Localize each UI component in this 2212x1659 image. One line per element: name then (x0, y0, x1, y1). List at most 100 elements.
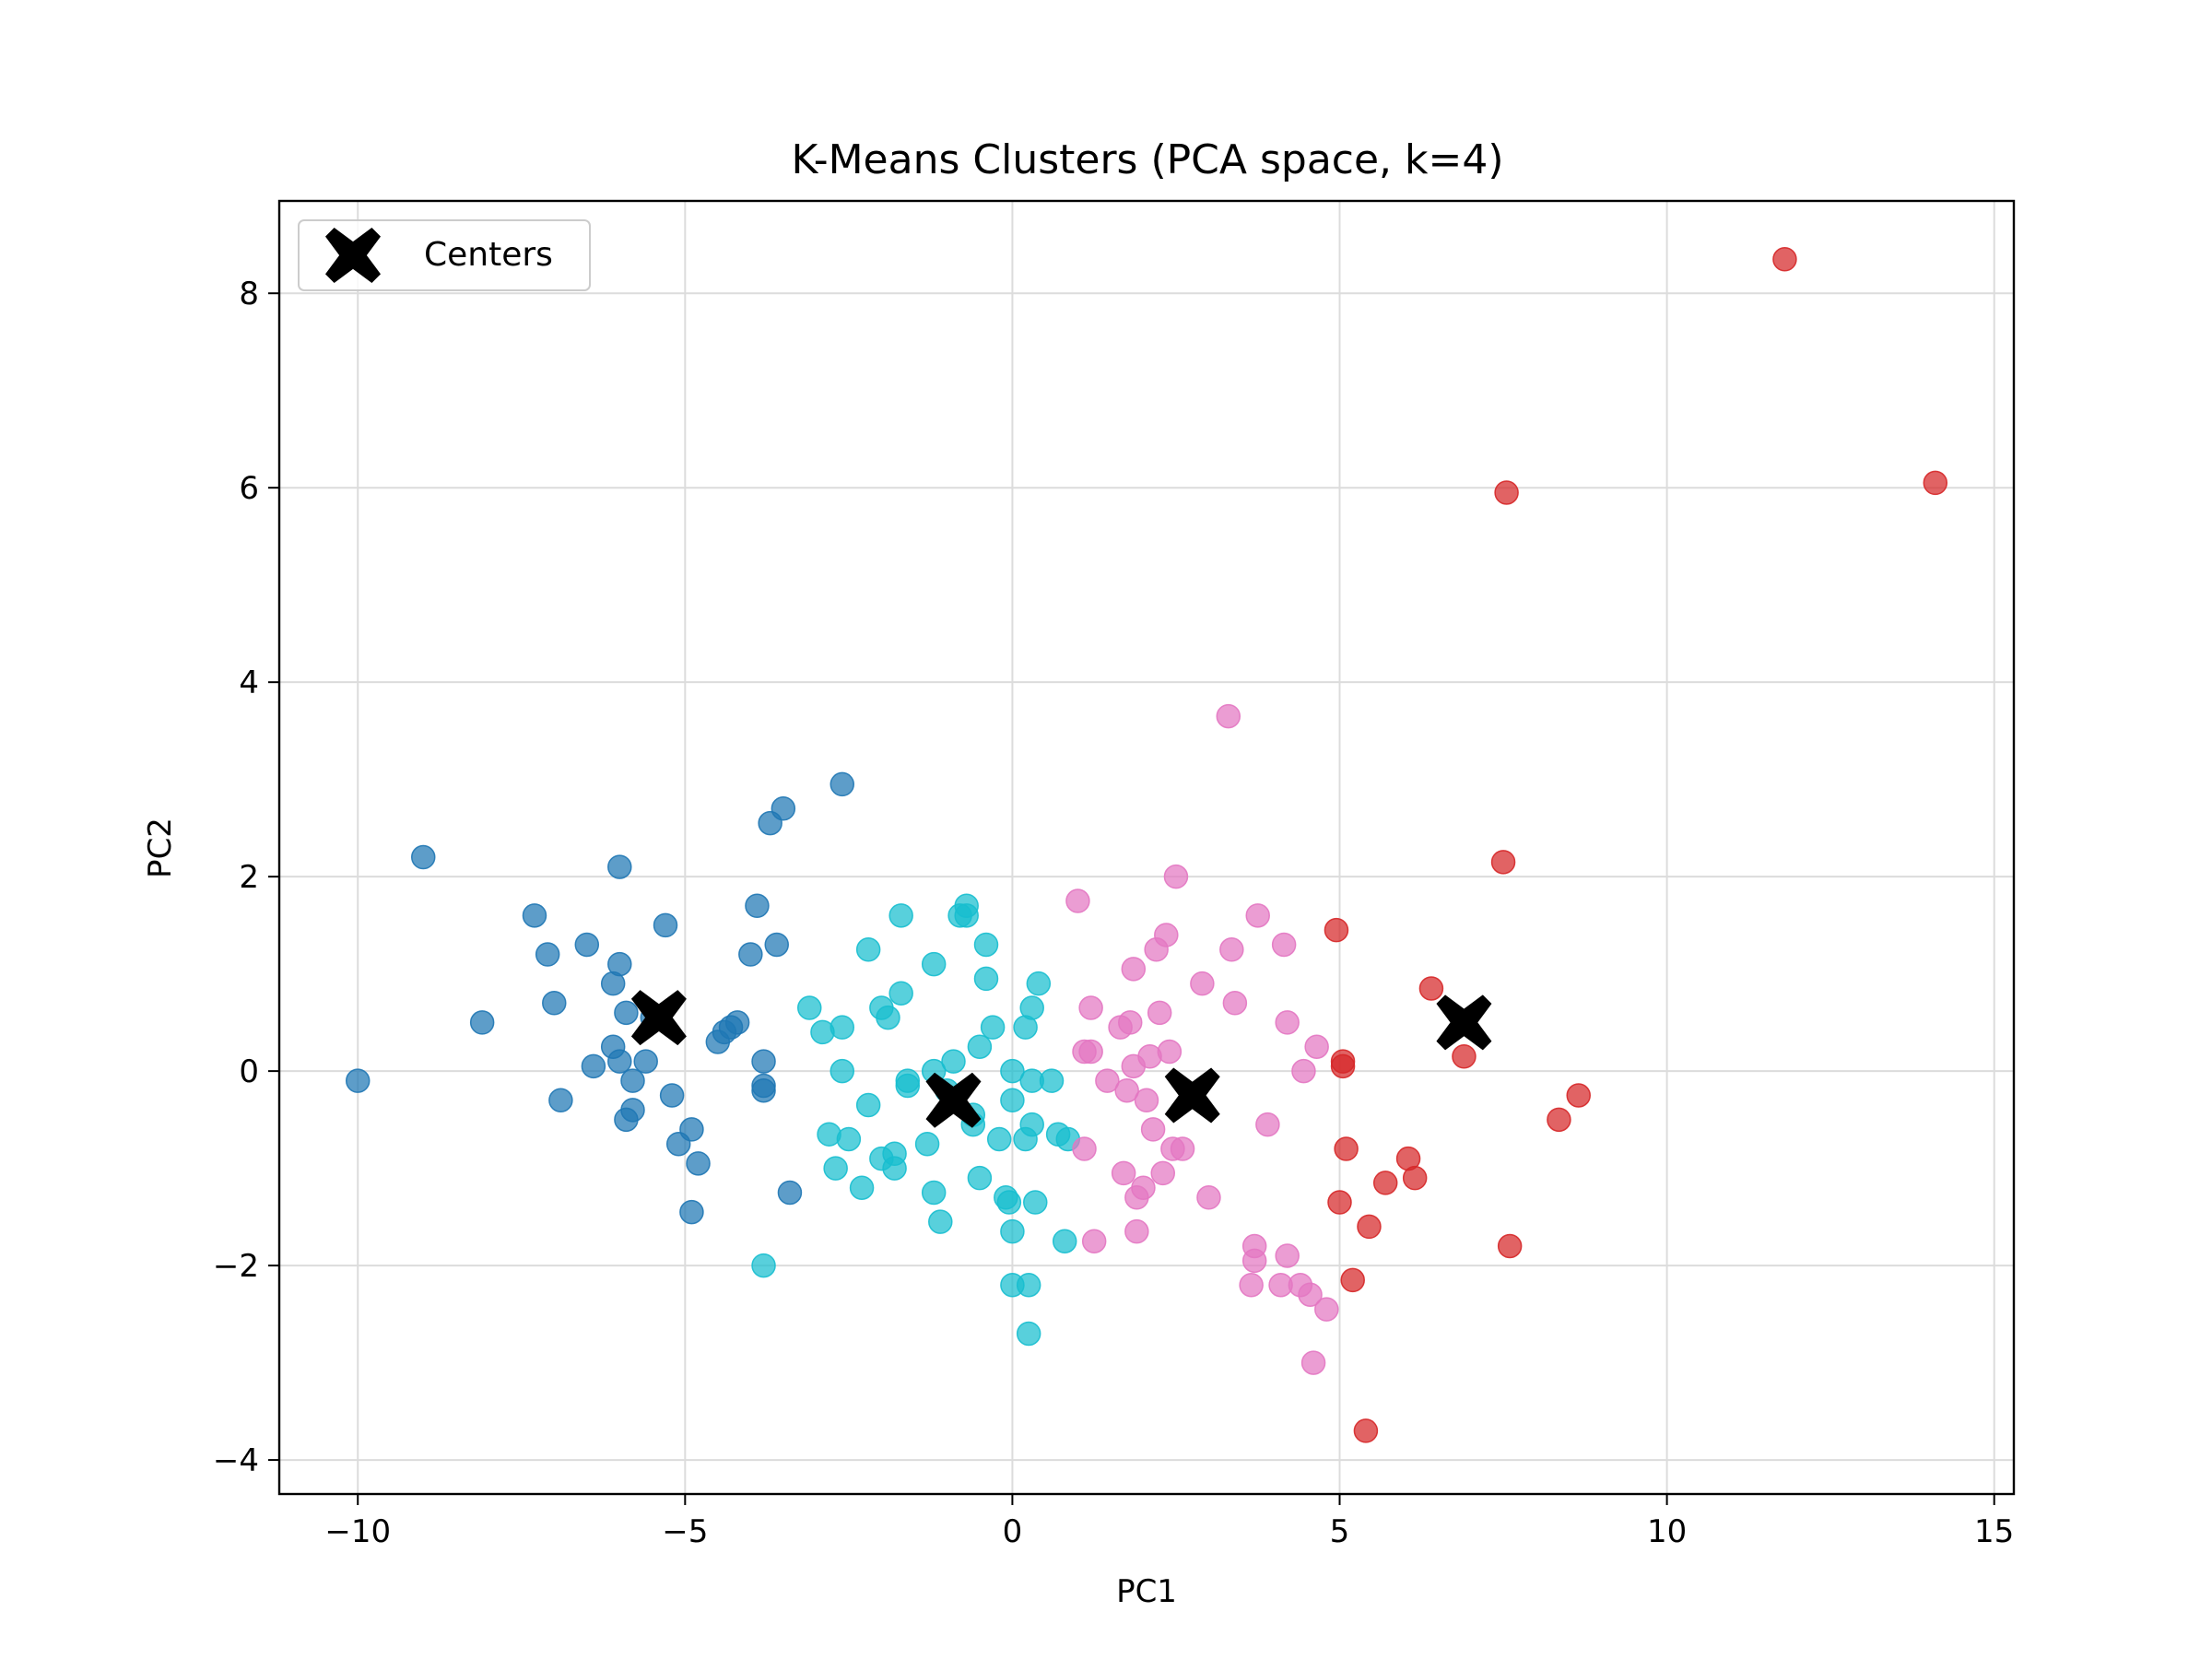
point-cluster-2 (1150, 1160, 1176, 1186)
point-cluster-1 (914, 1131, 940, 1157)
x-tick-label: 15 (1974, 1513, 2014, 1550)
point-cluster-2 (1219, 937, 1244, 962)
point-cluster-0 (542, 991, 567, 1016)
point-cluster-1 (954, 893, 979, 919)
plot-area-frame (277, 199, 2016, 1496)
cluster-center-marker (1164, 1067, 1220, 1124)
point-cluster-3 (1497, 1233, 1523, 1259)
point-cluster-3 (1418, 976, 1444, 1001)
point-cluster-3 (1327, 1190, 1352, 1215)
point-cluster-2 (1154, 923, 1179, 947)
legend-x-marker (325, 228, 381, 283)
point-cluster-0 (659, 1083, 685, 1108)
point-cluster-1 (1023, 1190, 1048, 1215)
point-cluster-3 (1923, 470, 1948, 496)
point-cluster-3 (1372, 1171, 1398, 1195)
point-cluster-3 (1330, 1053, 1356, 1079)
legend-label-centers: Centers (424, 236, 553, 274)
point-cluster-1 (928, 1209, 953, 1234)
point-cluster-2 (1190, 971, 1215, 996)
point-cluster-1 (888, 981, 913, 1006)
point-cluster-3 (1452, 1044, 1477, 1069)
point-cluster-3 (1566, 1083, 1591, 1108)
point-cluster-0 (620, 1068, 645, 1093)
y-tick-label: 6 (239, 470, 259, 507)
point-cluster-1 (1000, 1218, 1025, 1244)
point-cluster-2 (1134, 1088, 1159, 1113)
point-cluster-1 (855, 1092, 881, 1118)
point-cluster-3 (1547, 1107, 1571, 1133)
x-tick-label: 0 (1003, 1513, 1023, 1550)
point-cluster-2 (1072, 1136, 1097, 1161)
point-cluster-2 (1304, 1034, 1329, 1060)
point-cluster-0 (764, 932, 789, 958)
point-cluster-1 (888, 903, 913, 928)
point-cluster-0 (686, 1151, 711, 1176)
point-cluster-2 (1117, 1010, 1143, 1035)
point-cluster-0 (469, 1010, 495, 1035)
point-cluster-0 (614, 1000, 639, 1026)
point-cluster-1 (986, 1126, 1012, 1152)
point-cluster-1 (996, 1190, 1022, 1215)
point-cluster-0 (600, 971, 626, 996)
point-cluster-2 (1140, 1117, 1166, 1142)
x-tick-label: 10 (1647, 1513, 1687, 1550)
point-cluster-0 (751, 1077, 776, 1103)
point-cluster-2 (1300, 1350, 1326, 1375)
point-cluster-1 (1000, 1058, 1025, 1084)
point-cluster-2 (1078, 1039, 1103, 1065)
point-cluster-0 (522, 903, 547, 928)
point-cluster-1 (1026, 971, 1052, 996)
y-axis-label: PC2 (142, 818, 179, 878)
data-points (345, 247, 1948, 1443)
point-cluster-3 (1402, 1165, 1428, 1191)
point-cluster-2 (1255, 1112, 1280, 1137)
point-cluster-2 (1291, 1058, 1316, 1084)
point-cluster-3 (1334, 1136, 1359, 1161)
point-cluster-2 (1157, 1039, 1182, 1065)
point-cluster-2 (1078, 995, 1103, 1020)
point-cluster-2 (1065, 888, 1090, 913)
point-cluster-3 (1772, 247, 1797, 272)
point-cluster-2 (1216, 703, 1241, 729)
point-cluster-0 (574, 932, 600, 958)
point-cluster-3 (1490, 850, 1516, 875)
x-tick-label: −10 (324, 1513, 391, 1550)
point-cluster-0 (724, 1010, 750, 1035)
point-cluster-1 (1019, 1112, 1044, 1137)
point-cluster-0 (345, 1068, 371, 1093)
point-cluster-0 (620, 1098, 645, 1123)
point-cluster-1 (797, 995, 822, 1020)
point-cluster-1 (1016, 1272, 1041, 1298)
point-cluster-0 (607, 854, 632, 879)
point-cluster-3 (1340, 1267, 1365, 1293)
point-cluster-1 (1019, 995, 1044, 1020)
point-cluster-3 (1494, 480, 1519, 505)
grid-lines (279, 201, 2014, 1494)
point-cluster-0 (738, 942, 763, 967)
point-cluster-1 (980, 1015, 1006, 1040)
point-cluster-2 (1241, 1248, 1267, 1274)
point-cluster-1 (830, 1058, 855, 1084)
point-cluster-1 (973, 932, 999, 958)
point-cluster-2 (1298, 1282, 1323, 1307)
point-cluster-1 (882, 1156, 907, 1181)
point-cluster-0 (410, 844, 436, 870)
point-cluster-1 (1000, 1088, 1025, 1113)
point-cluster-2 (1271, 932, 1297, 958)
chart-title: K-Means Clusters (PCA space, k=4) (791, 136, 1503, 183)
y-tick-label: 4 (239, 665, 259, 701)
point-cluster-2 (1131, 1175, 1156, 1200)
y-tick-label: 8 (239, 276, 259, 312)
point-cluster-1 (836, 1126, 862, 1152)
point-cluster-0 (679, 1199, 704, 1225)
point-cluster-2 (1275, 1243, 1300, 1268)
point-cluster-2 (1095, 1068, 1120, 1093)
point-cluster-0 (633, 1049, 658, 1074)
y-tick-label: 0 (239, 1053, 259, 1090)
point-cluster-3 (1353, 1418, 1379, 1443)
point-cluster-1 (855, 937, 881, 962)
point-cluster-2 (1111, 1160, 1136, 1186)
x-tick-label: −5 (662, 1513, 708, 1550)
